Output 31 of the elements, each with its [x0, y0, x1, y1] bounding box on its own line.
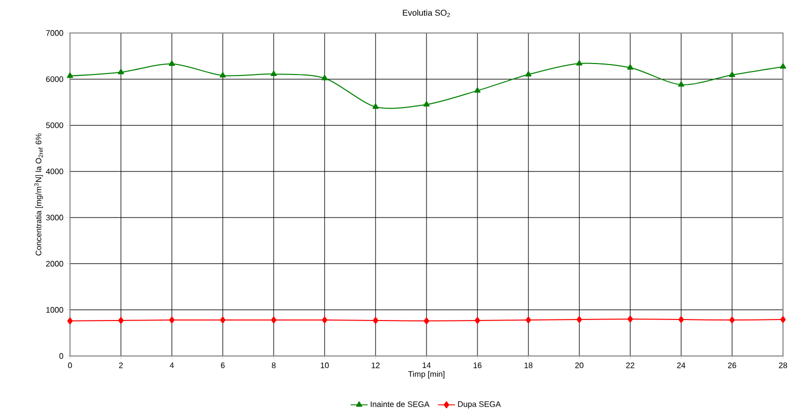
point [728, 72, 736, 77]
point [474, 87, 481, 93]
point [372, 103, 379, 109]
point [372, 316, 378, 324]
point [169, 316, 175, 324]
point [220, 72, 226, 78]
point [627, 64, 634, 70]
point [66, 72, 74, 78]
point [168, 60, 175, 66]
point [525, 71, 532, 77]
point [118, 68, 124, 74]
point [576, 60, 582, 66]
point [780, 63, 786, 69]
point [322, 316, 328, 324]
point [270, 70, 277, 76]
point [576, 316, 582, 324]
point [423, 101, 430, 107]
point [627, 316, 633, 323]
point [270, 316, 276, 324]
point [322, 74, 328, 80]
point [678, 316, 684, 324]
point [474, 316, 480, 324]
point [678, 81, 684, 87]
point [118, 316, 124, 324]
point [729, 316, 735, 324]
point [67, 317, 73, 324]
chart-title: Evolutia SO$_{2}$ [402, 10, 450, 18]
point [780, 316, 786, 324]
point [424, 317, 430, 324]
point [526, 316, 532, 324]
point [220, 316, 226, 324]
